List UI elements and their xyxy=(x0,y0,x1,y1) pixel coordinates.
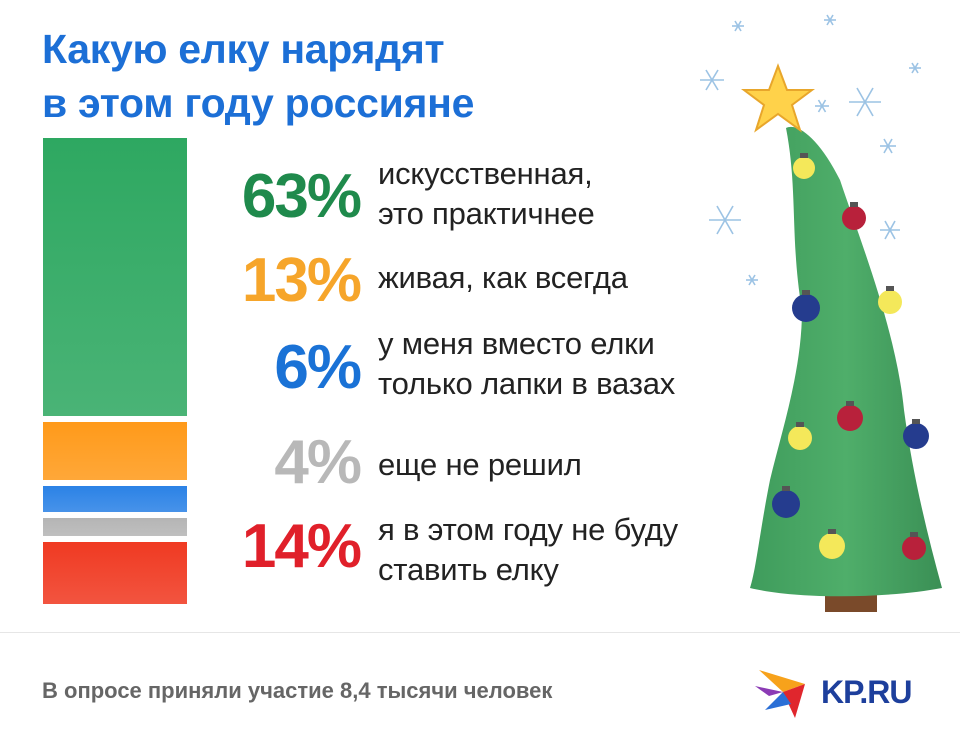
desc-branches: у меня вместо елки только лапки в вазах xyxy=(378,326,676,401)
christmas-tree-icon xyxy=(700,14,942,612)
desc-artificial: искусственная, это практичнее xyxy=(378,156,595,231)
desc-undecided: еще не решил xyxy=(378,447,582,482)
kp-logo-text: KP.RU xyxy=(821,674,912,710)
divider xyxy=(0,632,960,633)
bar-segment-branches xyxy=(43,485,187,513)
bar-segment-undecided xyxy=(43,518,187,537)
desc-none: я в этом году не буду ставить елку xyxy=(378,512,678,587)
stacked-bar xyxy=(43,138,187,604)
bar-segment-artificial xyxy=(43,138,187,417)
title-line-2: в этом году россияне xyxy=(42,80,475,126)
survey-footnote: В опросе приняли участие 8,4 тысячи чело… xyxy=(42,678,553,703)
bar-segment-live xyxy=(43,422,187,480)
title-line-1: Какую елку нарядят xyxy=(42,26,445,72)
snowflake-icons xyxy=(700,14,921,286)
pct-label-branches: 6% xyxy=(274,333,362,402)
ornament-icons xyxy=(772,153,929,560)
kp-bird-icon xyxy=(755,670,805,718)
pct-label-none: 14% xyxy=(241,512,362,581)
pct-label-live: 13% xyxy=(241,246,362,315)
chart-title: Какую елку нарядят в этом году россияне xyxy=(42,22,662,130)
pct-label-artificial: 63% xyxy=(241,162,362,231)
star-icon xyxy=(741,63,815,133)
desc-live: живая, как всегда xyxy=(378,260,628,295)
pct-label-undecided: 4% xyxy=(274,428,362,497)
kp-logo[interactable]: KP.RU xyxy=(755,662,935,722)
bar-segment-none xyxy=(43,542,187,604)
tree-body xyxy=(750,126,942,597)
